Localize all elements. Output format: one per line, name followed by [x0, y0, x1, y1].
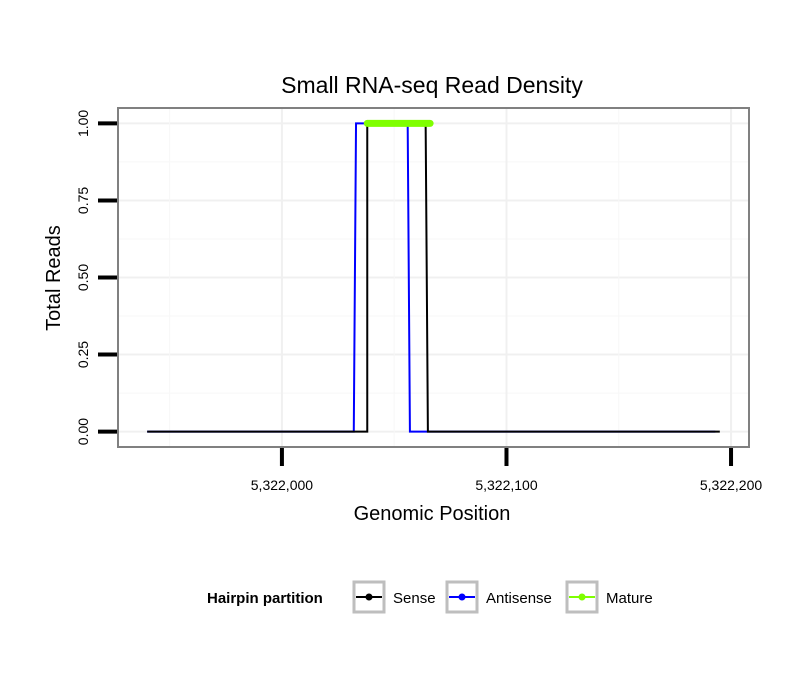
legend-item-sense: Sense — [352, 580, 436, 614]
x-tick-label: 5,322,000 — [251, 477, 313, 493]
legend-label: Antisense — [486, 590, 552, 607]
x-axis: 5,322,000 5,322,100 5,322,200 — [251, 448, 762, 493]
x-tick-label: 5,322,100 — [475, 477, 537, 493]
legend-key-point — [458, 593, 466, 601]
y-tick-label: 0.75 — [75, 187, 91, 214]
chart-title: Small RNA-seq Read Density — [281, 72, 583, 98]
x-tick-label: 5,322,200 — [700, 477, 762, 493]
legend-label: Mature — [606, 590, 653, 607]
y-tick-label: 0.25 — [75, 341, 91, 368]
legend-label: Sense — [393, 590, 436, 607]
x-axis-title: Genomic Position — [354, 503, 511, 525]
grid — [118, 108, 749, 447]
y-axis-title: Total Reads — [43, 225, 65, 331]
series-layer — [147, 119, 720, 433]
plot-panel-border — [117, 107, 750, 448]
legend: Hairpin partition Sense Antisense Mature — [207, 580, 653, 614]
y-tick-label: 0.50 — [75, 264, 91, 291]
legend-item-mature: Mature — [565, 580, 653, 614]
legend-key-point — [365, 593, 373, 601]
y-tick-label: 1.00 — [75, 110, 91, 137]
y-tick-label: 0.00 — [75, 418, 91, 445]
legend-item-antisense: Antisense — [445, 580, 552, 614]
legend-title: Hairpin partition — [207, 590, 323, 607]
legend-key-point — [578, 593, 586, 601]
y-axis: 0.00 0.25 0.50 0.75 1.00 — [75, 110, 117, 445]
